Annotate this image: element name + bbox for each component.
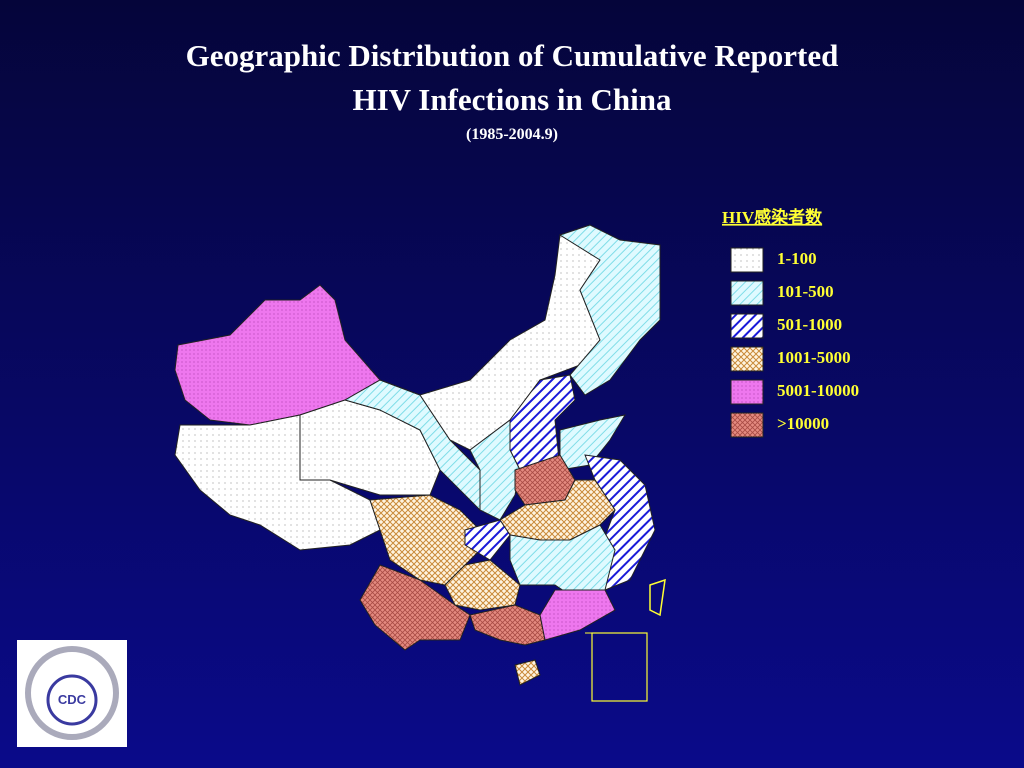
logo-text: CDC <box>58 692 87 707</box>
title-line: HIV Infections in China <box>352 82 672 117</box>
inset-box <box>591 632 648 702</box>
province <box>444 559 521 611</box>
legend-label: 1001-5000 <box>777 348 851 367</box>
province <box>464 519 511 561</box>
legend-swatch <box>730 412 764 438</box>
legend-swatch <box>730 379 764 405</box>
legend-swatch <box>730 247 764 273</box>
logo-box <box>17 640 127 747</box>
legend-label: 5001-10000 <box>777 381 859 400</box>
title-line: Geographic Distribution of Cumulative Re… <box>185 38 839 73</box>
provinces <box>174 224 666 702</box>
logo-ring <box>25 646 119 740</box>
province <box>469 604 546 646</box>
province <box>539 589 616 641</box>
legend: HIV感染者数 1-100 101-500 501-1000 1001-5000 500… <box>722 207 859 438</box>
province <box>558 224 661 396</box>
island <box>649 578 666 617</box>
subtitle: (1985-2004.9) <box>466 126 558 143</box>
legend-label: >10000 <box>777 414 829 433</box>
legend-label: 1-100 <box>777 249 817 268</box>
province <box>514 659 541 686</box>
legend-label: 501-1000 <box>777 315 842 334</box>
logo: CDC <box>17 640 127 747</box>
logo-circle <box>46 674 98 726</box>
province <box>469 419 521 521</box>
legend-swatch <box>730 346 764 372</box>
legend-title: HIV感染者数 <box>722 207 823 227</box>
legend-swatch <box>730 313 764 339</box>
legend-swatch <box>730 280 764 306</box>
legend-label: 101-500 <box>777 282 834 301</box>
province <box>359 564 471 651</box>
